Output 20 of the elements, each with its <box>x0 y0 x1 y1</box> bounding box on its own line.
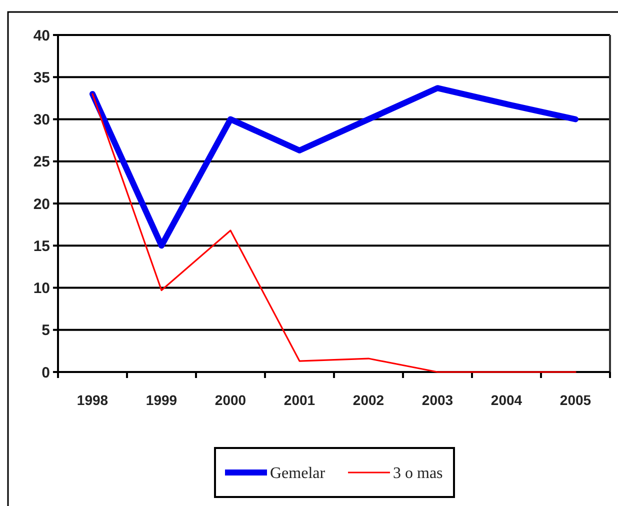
x-tick-label: 2000 <box>214 392 246 408</box>
y-tick-label: 25 <box>33 154 50 171</box>
legend-label: Gemelar <box>270 465 326 482</box>
x-tick-label: 1998 <box>76 392 108 408</box>
y-tick-label: 20 <box>33 196 50 213</box>
y-tick-label: 15 <box>33 238 50 255</box>
y-tick-label: 35 <box>33 69 50 86</box>
x-tick-label: 2001 <box>284 392 316 408</box>
x-tick-label: 2003 <box>422 392 454 408</box>
y-tick-label: 30 <box>33 112 50 128</box>
y-tick-label: 40 <box>33 27 50 44</box>
x-tick-label: 2002 <box>352 392 384 408</box>
y-tick-label: 0 <box>42 364 50 382</box>
y-tick-label: 5 <box>42 322 50 340</box>
x-tick-label: 2004 <box>490 392 522 408</box>
line-series <box>92 93 576 373</box>
x-tick-label: 2005 <box>560 392 592 408</box>
y-tick-label: 10 <box>33 280 50 297</box>
x-tick-label: 1999 <box>146 392 178 408</box>
legend-label: 3 o mas <box>393 465 443 482</box>
